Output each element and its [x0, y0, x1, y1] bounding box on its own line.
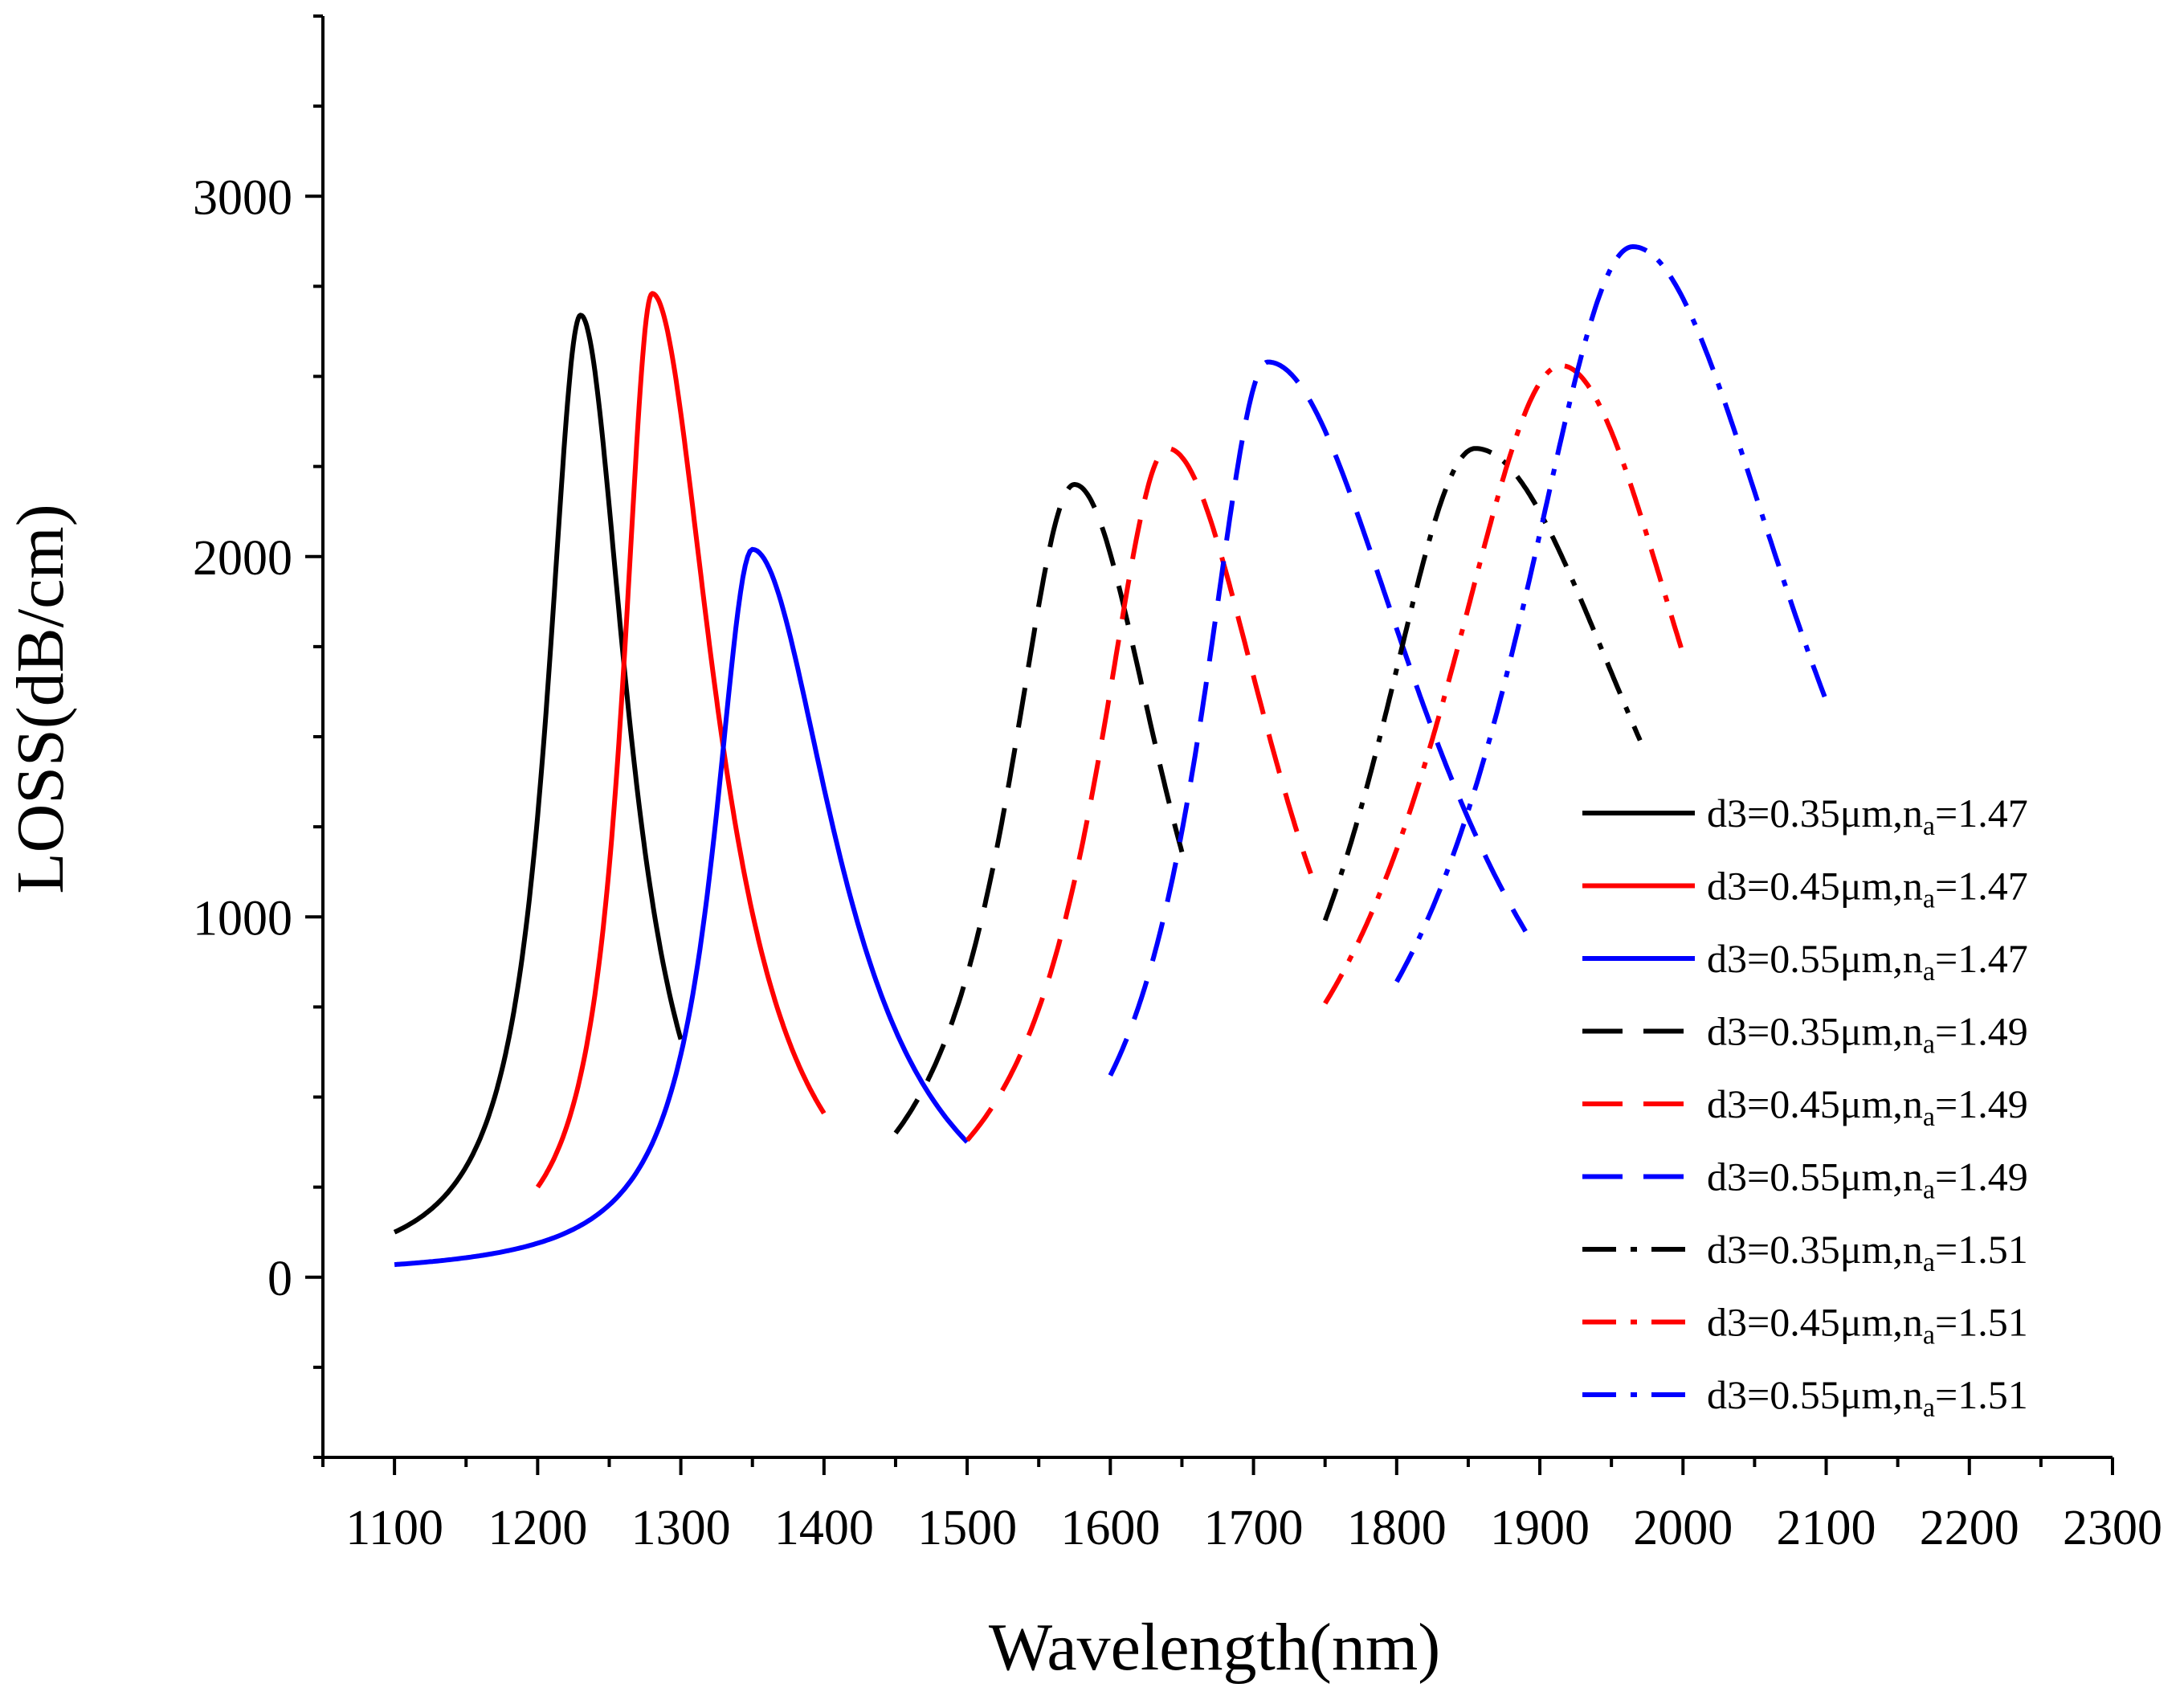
y-tick-label: 3000 [193, 170, 292, 225]
legend-label-7: d3=0.35μm,na=1.51 [1707, 1227, 2028, 1277]
x-tick-label: 1700 [1204, 1501, 1304, 1555]
y-axis-title: LOSS(dB/cm) [3, 504, 78, 893]
legend: d3=0.35μm,na=1.47 d3=0.45μm,na=1.47 d3=0.5… [1582, 791, 2028, 1423]
legend-label-5: d3=0.45μm,na=1.49 [1707, 1081, 2028, 1132]
y-axis-ticks: 0 1000 2000 3000 [193, 14, 323, 1459]
x-tick-label: 1900 [1490, 1501, 1590, 1555]
series-layer [393, 244, 1829, 1268]
x-tick-label: 1300 [631, 1501, 731, 1555]
x-tick-label: 1200 [488, 1501, 587, 1555]
x-tick-label: 1100 [345, 1501, 443, 1555]
series-line-6 [1108, 359, 1528, 1077]
series-line-9 [1394, 244, 1829, 983]
series-line-1 [393, 313, 684, 1235]
legend-label-8: d3=0.45μm,na=1.51 [1707, 1300, 2028, 1351]
y-tick-label: 0 [267, 1252, 292, 1306]
x-axis-title: Wavelength(nm) [989, 1610, 1440, 1685]
series-line-4 [893, 482, 1185, 1135]
x-tick-label: 2100 [1777, 1501, 1876, 1555]
y-tick-label: 1000 [193, 891, 292, 946]
x-tick-label: 2300 [2063, 1501, 2162, 1555]
y-tick-label: 2000 [193, 531, 292, 586]
series-line-2 [535, 291, 827, 1189]
x-axis-ticks: 1100 1200 1300 1400 1500 1600 1700 1800 1900 2000… [321, 1457, 2162, 1555]
legend-label-4: d3=0.35μm,na=1.49 [1707, 1009, 2028, 1060]
x-tick-label: 1400 [774, 1501, 874, 1555]
series-line-7 [1322, 446, 1643, 922]
legend-label-2: d3=0.45μm,na=1.47 [1707, 864, 2028, 914]
x-tick-label: 2000 [1633, 1501, 1733, 1555]
legend-label-9: d3=0.55μm,na=1.51 [1707, 1372, 2028, 1423]
legend-label-3: d3=0.55μm,na=1.47 [1707, 936, 2028, 987]
series-line-8 [1323, 363, 1686, 1005]
x-tick-label: 1800 [1347, 1501, 1447, 1555]
x-tick-label: 2200 [1920, 1501, 2019, 1555]
legend-label-1: d3=0.35μm,na=1.47 [1707, 791, 2028, 841]
x-tick-label: 1500 [917, 1501, 1017, 1555]
legend-label-6: d3=0.55μm,na=1.49 [1707, 1154, 2028, 1205]
x-tick-label: 1600 [1060, 1501, 1160, 1555]
series-line-5 [965, 446, 1313, 1142]
series-line-3 [394, 546, 970, 1268]
